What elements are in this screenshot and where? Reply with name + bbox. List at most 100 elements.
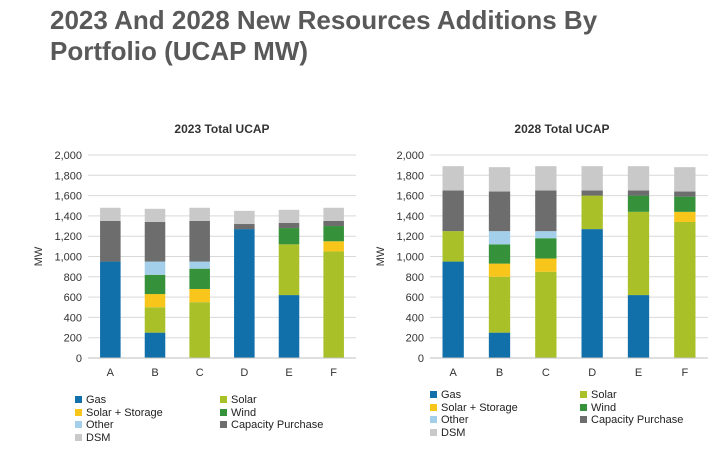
legend-item-capacity-purchase: Capacity Purchase: [580, 414, 683, 426]
y-tick-label-2023: 2,000: [54, 150, 82, 162]
bar-2023-F-capacity-purchase: [323, 220, 344, 227]
y-tick-label-2028: 1,800: [396, 170, 424, 182]
legend-label: Gas: [441, 389, 462, 401]
bar-2023-D-capacity-purchase: [234, 224, 255, 230]
legend-label: DSM: [86, 431, 111, 444]
y-tick-label-2023: 800: [64, 272, 82, 284]
bar-2028-B-capacity-purchase: [488, 191, 511, 232]
chart-title-2023: 2023 Total UCAP: [174, 122, 269, 136]
bar-2023-B-solar: [144, 307, 166, 333]
bar-2023-C-solar-storage: [189, 288, 210, 303]
bar-2023-F-wind: [323, 226, 344, 242]
legend-item-capacity-purchase: Capacity Purchase: [220, 419, 323, 431]
legend-label: Wind: [231, 406, 257, 419]
bar-2028-E-dsm: [627, 166, 650, 191]
x-tick-label-2023-E: E: [285, 367, 292, 379]
bar-2028-C-other: [535, 231, 557, 239]
x-tick-label-2023-C: C: [196, 367, 204, 379]
legend-item-solar-storage: Solar + Storage: [75, 407, 163, 419]
x-tick-label-2023-D: D: [240, 367, 248, 379]
bar-2023-C-wind: [189, 268, 210, 289]
bar-2023-F-solar-storage: [323, 241, 344, 252]
bar-2023-B-capacity-purchase: [144, 221, 166, 262]
legend-swatch: [75, 421, 82, 428]
legend-label: Other: [441, 414, 469, 426]
x-tick-label-2023-B: B: [151, 367, 158, 379]
bar-2023-C-capacity-purchase: [189, 220, 210, 262]
legend-swatch: [75, 433, 82, 441]
y-tick-label-2028: 2,000: [396, 150, 424, 162]
legend-swatch: [580, 391, 587, 398]
bar-2023-D-dsm: [234, 210, 255, 225]
y-tick-label-2028: 200: [406, 333, 424, 345]
legend-label: Solar: [231, 394, 257, 406]
bar-2028-D-dsm: [581, 166, 603, 191]
chart-2028: 2028 Total UCAP 0 200 400 600 800 1,000 1,200 1,…: [375, 122, 708, 379]
legend-swatch: [75, 408, 82, 416]
page-title: 2023 And 2028 New Resources Additions By…: [50, 5, 598, 66]
legend-item-wind: Wind: [220, 407, 256, 419]
bar-2028-A-capacity-purchase: [442, 190, 464, 232]
bar-2028-C-solar-storage: [535, 258, 557, 272]
legend-swatch: [220, 396, 227, 403]
bar-2028-C-solar: [535, 271, 557, 358]
legend-item-other: Other: [430, 414, 469, 426]
bar-2028-A-gas: [442, 261, 464, 358]
bar-2028-C-dsm: [535, 166, 557, 191]
bar-2023-B-solar-storage: [144, 294, 166, 308]
legend-2028: Gas Solar Solar + Storage Wind Other Capacity…: [430, 389, 726, 449]
x-tick-label-2028-E: E: [635, 367, 642, 379]
bar-2023-A-gas: [100, 261, 121, 358]
bar-2028-B-wind: [488, 244, 511, 264]
y-tick-label-2028: 1,200: [396, 231, 424, 243]
bar-2023-C-other: [189, 261, 210, 269]
y-tick-label-2023: 1,400: [54, 211, 82, 223]
legend-swatch: [220, 421, 227, 428]
legend-swatch: [430, 416, 437, 423]
bar-2023-E-gas: [278, 295, 300, 358]
bar-2028-F-wind: [674, 196, 696, 212]
legend-label: Solar: [591, 389, 617, 401]
x-tick-label-2023-A: A: [107, 367, 115, 379]
bar-2023-B-wind: [144, 274, 166, 295]
bar-2028-F-capacity-purchase: [674, 191, 696, 197]
legend-label: Solar + Storage: [441, 401, 518, 414]
legend-swatch: [580, 403, 587, 411]
y-tick-label-2023: 1,000: [54, 252, 82, 264]
bar-2028-D-capacity-purchase: [581, 190, 603, 196]
y-tick-label-2028: 600: [406, 292, 424, 304]
bar-2023-B-gas: [144, 332, 166, 358]
bar-2023-E-wind: [278, 228, 300, 245]
y-tick-label-2023: 400: [64, 312, 82, 324]
bar-2023-D-gas: [234, 229, 255, 358]
bar-2028-A-dsm: [442, 166, 464, 191]
bar-2023-F-dsm: [323, 207, 344, 221]
legend-label: DSM: [441, 426, 466, 439]
x-tick-label-2028-B: B: [496, 367, 503, 379]
y-tick-label-2023: 1,800: [54, 170, 82, 182]
legend-swatch: [220, 408, 227, 416]
y-tick-label-2028: 1,400: [396, 211, 424, 223]
y-tick-label-2028: 800: [406, 272, 424, 284]
bar-2028-D-solar: [581, 195, 603, 230]
legend-swatch: [430, 428, 437, 436]
bar-2023-B-dsm: [144, 208, 166, 222]
bar-2023-C-dsm: [189, 207, 210, 221]
x-tick-label-2023-F: F: [330, 367, 337, 379]
bar-2023-F-solar: [323, 251, 344, 358]
y-tick-label-2023: 1,600: [54, 191, 82, 203]
y-tick-label-2028: 400: [406, 312, 424, 324]
legend-item-dsm: DSM: [430, 427, 465, 439]
legend-swatch: [580, 416, 587, 423]
bar-2028-B-other: [488, 231, 511, 245]
x-tick-label-2028-A: A: [449, 367, 457, 379]
bar-2028-A-solar: [442, 231, 464, 262]
bar-2023-A-dsm: [100, 207, 121, 221]
bar-2023-E-dsm: [278, 209, 300, 224]
legend-swatch: [430, 391, 437, 398]
y-tick-label-2028: 1,000: [396, 252, 424, 264]
bar-2028-E-capacity-purchase: [627, 190, 650, 196]
legend-label: Capacity Purchase: [231, 419, 324, 431]
bar-2028-E-wind: [627, 195, 650, 212]
bar-2028-B-solar: [488, 276, 511, 333]
